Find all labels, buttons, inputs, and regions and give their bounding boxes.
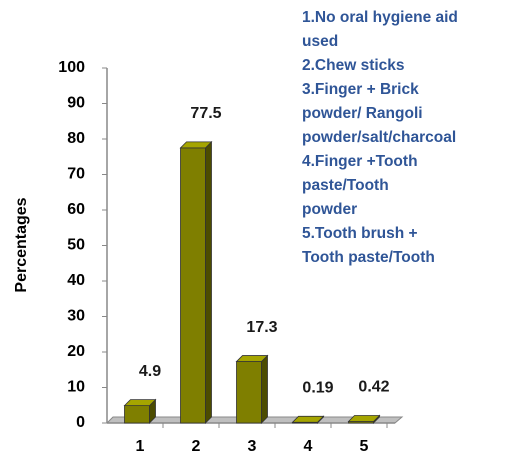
legend-text: used xyxy=(302,33,338,50)
bar-front xyxy=(124,405,150,424)
bar-side xyxy=(261,354,268,424)
legend-text: 2.Chew sticks xyxy=(302,57,405,74)
y-tick-label: 40 xyxy=(67,272,85,289)
y-tick-label: 0 xyxy=(76,414,85,431)
legend-text: 5.Tooth brush + xyxy=(302,225,418,242)
legend-text: powder/salt/charcoal xyxy=(302,129,456,146)
y-tick-label: 80 xyxy=(67,130,85,147)
bar-top xyxy=(123,399,157,407)
value-label: 4.9 xyxy=(139,363,161,380)
bar xyxy=(291,415,325,424)
bar-top xyxy=(347,415,381,422)
y-tick-label: 100 xyxy=(58,59,85,76)
x-tick-label: 1 xyxy=(136,438,145,455)
legend-text: powder xyxy=(302,201,357,218)
y-tick-label: 20 xyxy=(67,343,85,360)
y-tick-label: 10 xyxy=(67,379,85,396)
y-tick-label: 90 xyxy=(67,95,85,112)
y-tick-label: 30 xyxy=(67,308,85,325)
bar xyxy=(179,140,213,424)
value-label: 0.19 xyxy=(302,380,333,397)
bar xyxy=(123,398,157,424)
bar-front xyxy=(180,147,206,424)
bar xyxy=(235,354,269,424)
legend-text: 4.Finger +Tooth xyxy=(302,153,418,170)
y-axis-label: Percentages xyxy=(13,197,30,292)
x-tick-label: 3 xyxy=(248,438,257,455)
legend-text: powder/ Rangoli xyxy=(302,105,423,122)
legend-text: Tooth paste/Tooth xyxy=(302,249,435,266)
legend-text: 3.Finger + Brick xyxy=(302,81,419,98)
bar-top xyxy=(291,415,325,423)
legend-text: paste/Tooth xyxy=(302,177,389,194)
x-tick-label: 5 xyxy=(360,438,369,455)
bar-front xyxy=(236,361,262,424)
legend-text: 1.No oral hygiene aid xyxy=(302,9,458,26)
y-tick-label: 70 xyxy=(67,166,85,183)
bar-side xyxy=(205,140,212,424)
y-tick-label: 50 xyxy=(67,237,85,254)
value-label: 17.3 xyxy=(246,319,277,336)
value-label: 0.42 xyxy=(358,379,389,396)
bar-top xyxy=(179,141,213,149)
bar xyxy=(347,414,381,424)
x-tick-label: 2 xyxy=(192,438,201,455)
x-tick-label: 4 xyxy=(304,438,313,455)
bar-top xyxy=(235,355,269,362)
value-label: 77.5 xyxy=(190,105,221,122)
y-tick-label: 60 xyxy=(67,201,85,218)
